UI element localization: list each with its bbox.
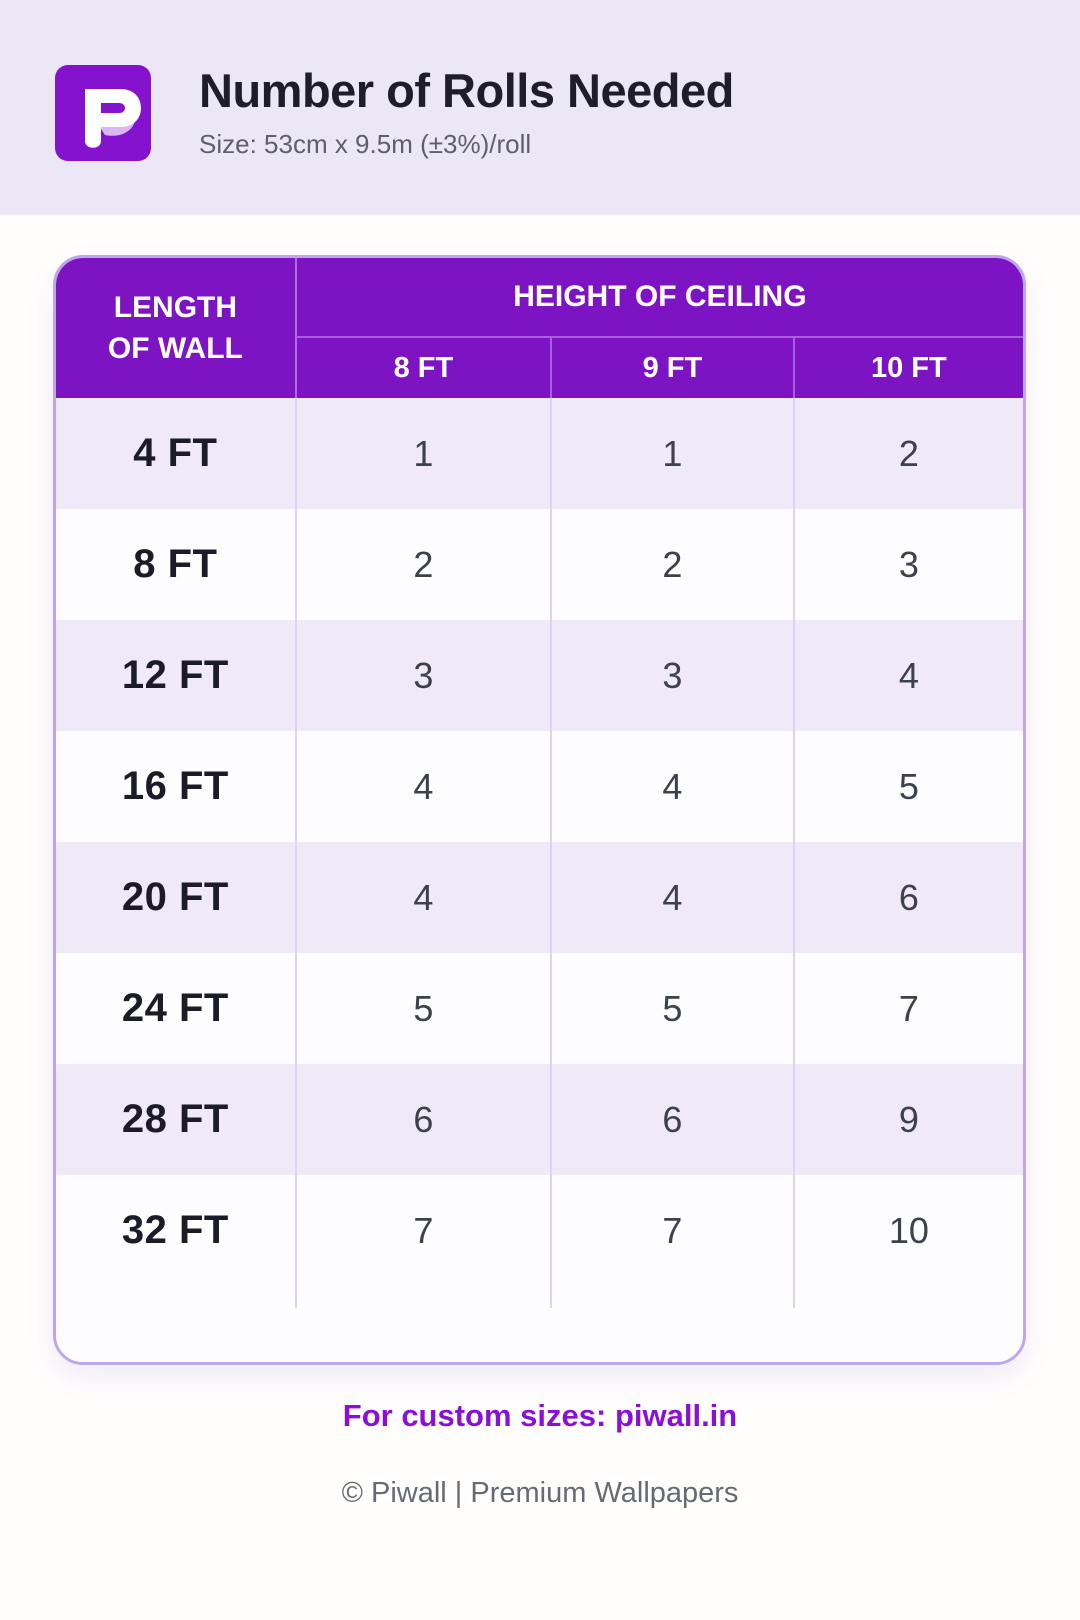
table-cell: 2 bbox=[297, 509, 553, 620]
page-subtitle: Size: 53cm x 9.5m (±3%)/roll bbox=[199, 129, 532, 160]
table-row-28ft: 28 FT 6 6 9 bbox=[56, 1064, 1023, 1175]
table-cell: 3 bbox=[898, 543, 919, 585]
row-label: 4 FT bbox=[56, 398, 297, 509]
table-row-12ft: 12 FT 3 3 4 bbox=[56, 620, 1023, 731]
table-row-8ft: 8 FT 2 2 3 bbox=[56, 509, 1023, 620]
column-group-header-height-of-ceiling: HEIGHT OF CEILING bbox=[296, 258, 1023, 338]
spacer-cell bbox=[56, 1286, 297, 1362]
table-row-20ft: 20 FT 4 4 6 bbox=[56, 842, 1023, 953]
row-label: 8 FT bbox=[56, 509, 297, 620]
table-cell: 7 bbox=[898, 987, 919, 1029]
table-cell: 4 bbox=[552, 842, 795, 953]
table-row-4ft: 4 FT 1 1 2 bbox=[56, 398, 1023, 509]
corner-line1: LENGTH bbox=[113, 290, 238, 324]
column-header-9ft: 9 FT bbox=[552, 338, 795, 398]
spacer-cell bbox=[296, 1286, 553, 1362]
row-label: 28 FT bbox=[56, 1064, 297, 1175]
table-cell: 10 bbox=[888, 1209, 929, 1251]
table-cell: 6 bbox=[898, 876, 919, 918]
column-header-length-of-wall: LENGTH OF WALL bbox=[56, 258, 297, 398]
table-cell: 5 bbox=[552, 953, 795, 1064]
table-row-24ft: 24 FT 5 5 7 bbox=[56, 953, 1023, 1064]
piwall-logo-icon bbox=[55, 64, 151, 161]
table-cell: 7 bbox=[552, 1175, 795, 1286]
row-label: 12 FT bbox=[56, 620, 297, 731]
table-cell: 1 bbox=[297, 398, 553, 509]
column-header-8ft: 8 FT bbox=[297, 338, 553, 398]
title-block: Number of Rolls Needed Size: 53cm x 9.5m… bbox=[199, 63, 734, 161]
page-title: Number of Rolls Needed bbox=[199, 63, 734, 117]
table-row-32ft: 32 FT 7 7 10 bbox=[56, 1175, 1023, 1286]
spacer-cell bbox=[795, 1286, 1023, 1362]
table-cell: 1 bbox=[552, 398, 795, 509]
row-label: 16 FT bbox=[56, 731, 297, 842]
column-header-10ft: 10 FT bbox=[870, 351, 947, 384]
table-cell: 6 bbox=[552, 1064, 795, 1175]
custom-sizes-link[interactable]: For custom sizes: piwall.in bbox=[342, 1398, 738, 1433]
header-band: Number of Rolls Needed Size: 53cm x 9.5m… bbox=[0, 0, 1080, 215]
table-row-16ft: 16 FT 4 4 5 bbox=[56, 731, 1023, 842]
row-label: 24 FT bbox=[56, 953, 297, 1064]
table-cell: 7 bbox=[297, 1175, 553, 1286]
table-header: LENGTH OF WALL HEIGHT OF CEILING 8 FT 9 … bbox=[56, 258, 1023, 398]
table-cell: 2 bbox=[898, 432, 919, 474]
corner-line2: OF WALL bbox=[107, 332, 243, 365]
table-cell: 4 bbox=[297, 731, 553, 842]
table-cell: 3 bbox=[552, 620, 795, 731]
table-cell: 6 bbox=[297, 1064, 553, 1175]
table-cell: 4 bbox=[898, 654, 919, 696]
row-label: 20 FT bbox=[56, 842, 297, 953]
rolls-table-card: LENGTH OF WALL HEIGHT OF CEILING 8 FT 9 … bbox=[53, 255, 1026, 1365]
table-cell: 9 bbox=[898, 1098, 919, 1140]
spacer-cell bbox=[552, 1286, 795, 1362]
table-bottom-spacer bbox=[56, 1286, 1023, 1362]
table-cell: 4 bbox=[297, 842, 553, 953]
table-cell: 3 bbox=[297, 620, 553, 731]
table-cell: 5 bbox=[297, 953, 553, 1064]
table-cell: 4 bbox=[552, 731, 795, 842]
row-label: 32 FT bbox=[56, 1175, 297, 1286]
copyright-text: © Piwall | Premium Wallpapers bbox=[341, 1477, 739, 1509]
table-cell: 5 bbox=[898, 765, 919, 807]
table-cell: 2 bbox=[552, 509, 795, 620]
